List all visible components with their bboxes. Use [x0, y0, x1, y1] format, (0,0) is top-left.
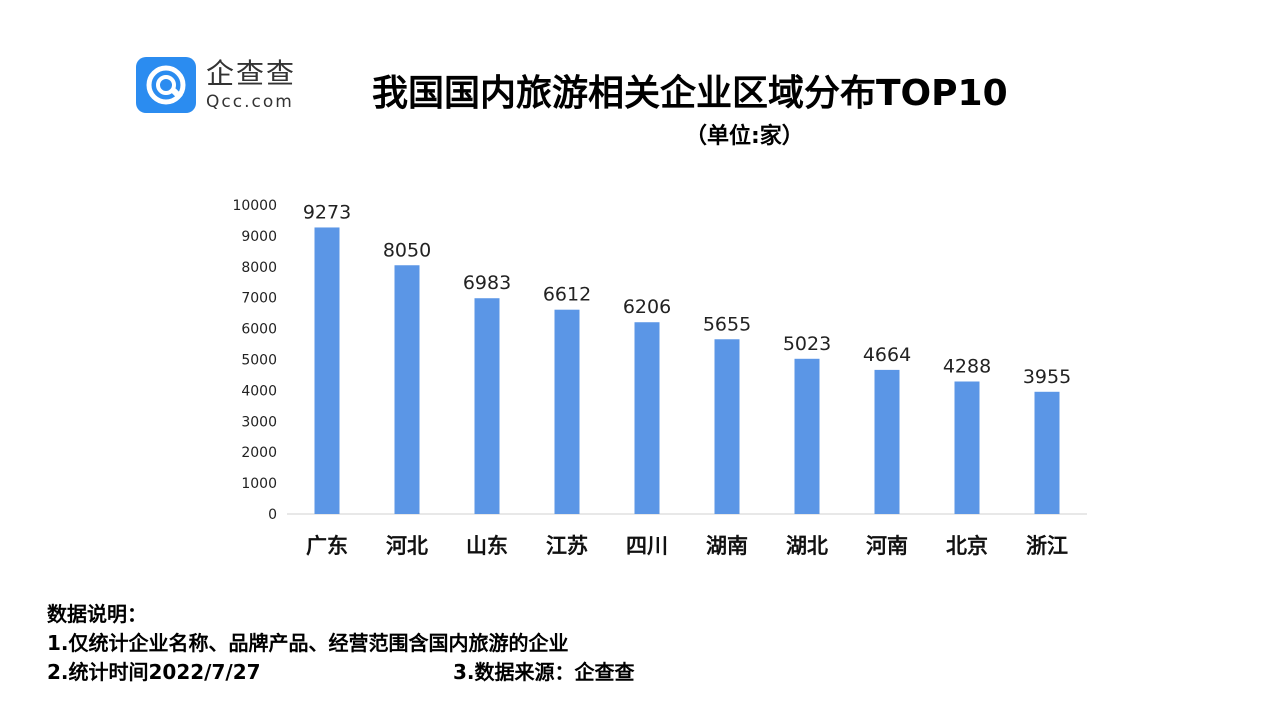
bar — [714, 339, 740, 514]
note-line-2: 2.统计时间2022/7/27 — [47, 660, 261, 684]
y-tick-label: 5000 — [241, 353, 277, 369]
data-label: 4664 — [863, 344, 911, 366]
bar — [794, 358, 820, 514]
qcc-logo-icon — [136, 57, 196, 113]
x-tick-label: 北京 — [946, 534, 988, 558]
data-label: 6983 — [463, 272, 511, 294]
bar — [1034, 391, 1060, 514]
bar — [554, 309, 580, 514]
data-label: 5655 — [703, 313, 751, 335]
note-line-1: 1.仅统计企业名称、品牌产品、经营范围含国内旅游的企业 — [47, 631, 569, 655]
x-tick-label: 广东 — [306, 534, 348, 558]
data-label: 3955 — [1023, 366, 1071, 388]
x-tick-label: 河北 — [386, 534, 428, 558]
x-tick-label: 湖南 — [706, 534, 748, 558]
x-tick-label: 四川 — [626, 534, 668, 558]
data-label: 9273 — [303, 201, 351, 223]
data-label: 5023 — [783, 333, 831, 355]
y-tick-label: 1000 — [241, 476, 277, 492]
x-tick-label: 江苏 — [546, 534, 588, 558]
y-tick-label: 7000 — [241, 291, 277, 307]
chart-title: 我国国内旅游相关企业区域分布TOP10 — [372, 73, 1008, 114]
note-line-3: 3.数据来源：企查查 — [453, 660, 635, 684]
brand-logo: 企查查 Qcc.com — [136, 57, 296, 113]
notes-block: 数据说明： 1.仅统计企业名称、品牌产品、经营范围含国内旅游的企业 2.统计时间… — [47, 600, 635, 687]
x-tick-label: 湖北 — [786, 534, 828, 558]
data-label: 8050 — [383, 239, 431, 261]
bar — [474, 298, 500, 514]
bar — [954, 381, 980, 514]
x-tick-label: 河南 — [866, 534, 908, 558]
data-label: 4288 — [943, 356, 991, 378]
data-label: 6612 — [543, 284, 591, 306]
bar — [394, 265, 420, 514]
y-tick-label: 9000 — [241, 229, 277, 245]
x-tick-label: 浙江 — [1026, 534, 1068, 558]
notes-heading: 数据说明： — [47, 602, 147, 626]
y-tick-label: 4000 — [241, 383, 277, 399]
bar — [314, 227, 340, 514]
brand-name-en: Qcc.com — [206, 91, 294, 112]
x-tick-label: 山东 — [466, 534, 508, 558]
y-tick-label: 0 — [268, 507, 277, 523]
bar — [874, 369, 900, 514]
y-tick-label: 8000 — [241, 260, 277, 276]
data-label: 6206 — [623, 296, 671, 318]
y-tick-label: 6000 — [241, 322, 277, 338]
y-tick-label: 3000 — [241, 414, 277, 430]
chart-subtitle: （单位:家） — [685, 124, 804, 149]
y-tick-label: 10000 — [232, 198, 277, 214]
bar — [634, 322, 660, 514]
y-tick-label: 2000 — [241, 445, 277, 461]
brand-name-cn: 企查查 — [206, 56, 297, 90]
